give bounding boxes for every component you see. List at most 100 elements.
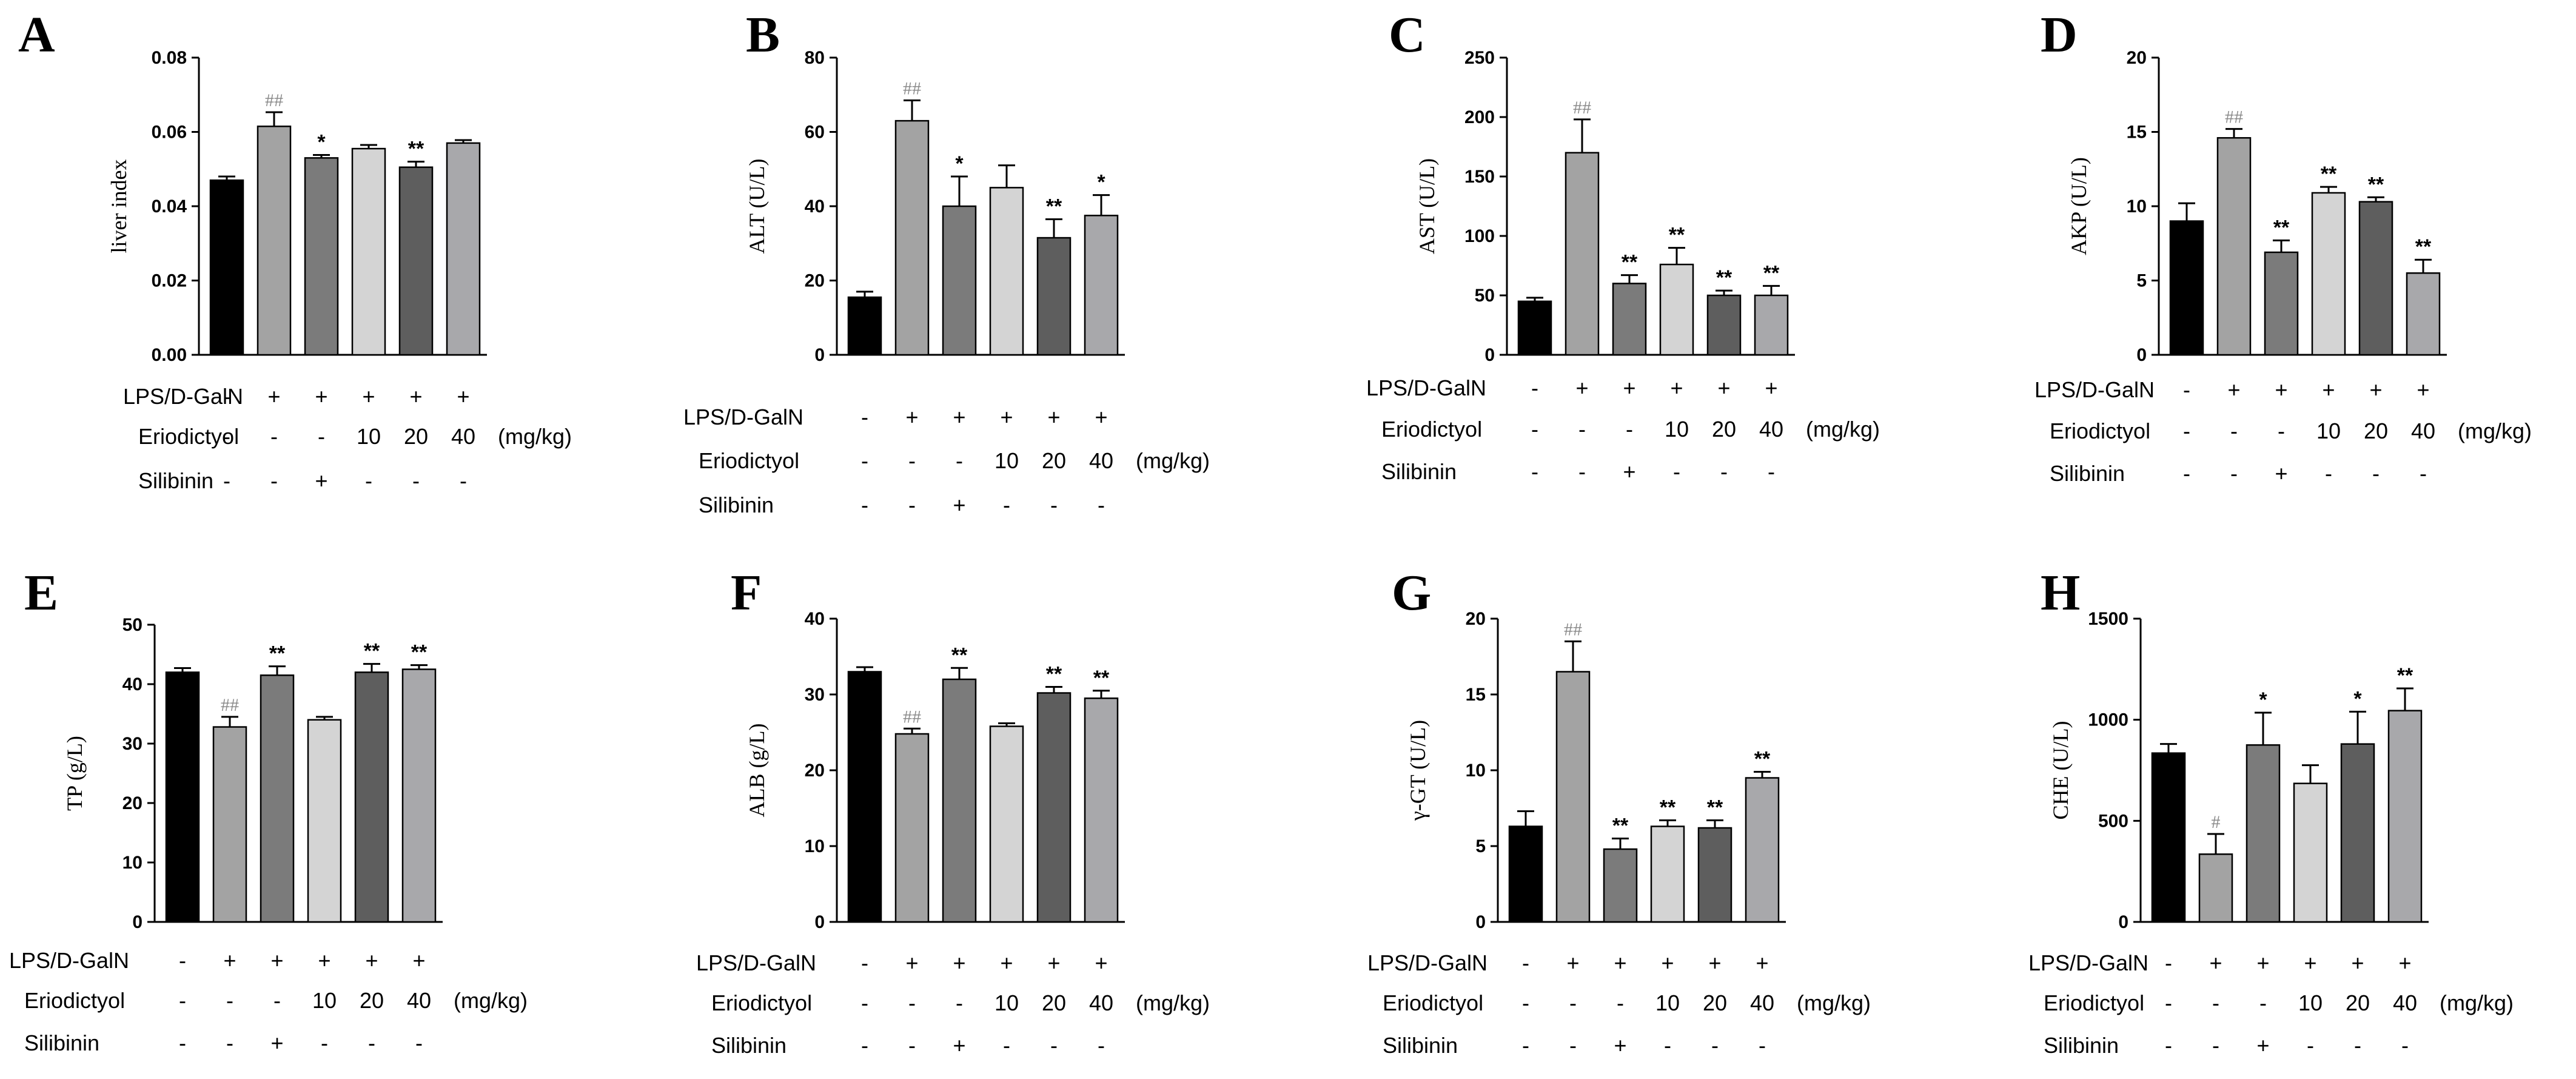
significance-mark: **	[411, 641, 428, 664]
y-tick-label: 20	[2127, 48, 2147, 68]
row-cell-eriodictyol: 40	[1750, 990, 1774, 1015]
y-tick-label: 10	[805, 836, 825, 856]
significance-mark: **	[1716, 266, 1732, 289]
y-axis-label: CHE (U/L)	[2048, 721, 2073, 820]
panel-letter: C	[1389, 7, 1426, 63]
significance-mark: ##	[903, 78, 921, 98]
row-cell-eriodictyol: -	[1531, 417, 1538, 442]
bar-h-5	[2340, 743, 2375, 923]
significance-mark: **	[1046, 663, 1062, 686]
y-tick-label: 0	[814, 912, 825, 932]
significance-mark: **	[1707, 796, 1723, 819]
row-cell-silibinin: -	[1050, 1033, 1058, 1058]
row-cell-eriodictyol: -	[956, 990, 963, 1015]
bar-e-2	[212, 726, 247, 923]
row-cell-silibinin: -	[1673, 459, 1680, 484]
bar-f-6	[1084, 697, 1119, 923]
row-cell-eriodictyol: 40	[407, 988, 431, 1013]
row-cell-lps: +	[2275, 377, 2287, 402]
row-cell-lps: -	[223, 384, 230, 409]
significance-mark: ##	[265, 90, 283, 110]
bar-f-2	[894, 733, 930, 923]
row-cell-silibinin: -	[1711, 1033, 1719, 1058]
row-label-silibinin: Silibinin	[1381, 459, 1457, 484]
row-cell-silibinin: +	[953, 492, 965, 517]
significance-mark: **	[364, 640, 380, 663]
unit-label: (mg/kg)	[1797, 990, 1871, 1015]
y-tick-label: 250	[1464, 48, 1495, 68]
significance-mark: **	[269, 642, 286, 665]
row-cell-eriodictyol: -	[908, 448, 916, 473]
unit-label: (mg/kg)	[1136, 448, 1210, 473]
bar-c-4	[1659, 263, 1694, 356]
y-tick-label: 15	[2127, 123, 2147, 143]
y-tick-label: 20	[1466, 609, 1486, 629]
row-label-eriodictyol: Eriodictyol	[24, 988, 125, 1013]
bar-d-2	[2216, 137, 2252, 356]
bar-e-4	[307, 719, 342, 923]
y-axis-label: AKP (U/L)	[2067, 157, 2091, 255]
row-cell-eriodictyol: -	[2278, 418, 2285, 443]
significance-mark: **	[2368, 173, 2384, 196]
y-tick-label: 0	[1484, 345, 1495, 365]
y-tick-label: 0	[2136, 345, 2147, 365]
row-label-silibinin: Silibinin	[711, 1033, 787, 1058]
y-tick-label: 60	[805, 123, 825, 143]
row-cell-eriodictyol: 20	[360, 988, 384, 1013]
unit-label: (mg/kg)	[454, 988, 528, 1013]
row-cell-silibinin: +	[953, 1033, 965, 1058]
y-tick-label: 10	[1466, 761, 1486, 781]
row-cell-lps: +	[318, 948, 330, 973]
bar-a-1	[209, 179, 244, 356]
row-label-eriodictyol: Eriodictyol	[711, 990, 812, 1015]
bar-c-6	[1754, 294, 1789, 356]
row-label-lps: LPS/D-GalN	[123, 384, 243, 409]
bar-g-3	[1603, 848, 1638, 923]
bar-e-3	[260, 674, 295, 923]
row-cell-eriodictyol: 20	[2364, 418, 2388, 443]
row-cell-eriodictyol: -	[2259, 990, 2267, 1015]
row-cell-silibinin: -	[270, 468, 278, 493]
bar-c-2	[1565, 152, 1600, 356]
y-tick-label: 10	[2127, 197, 2147, 217]
row-cell-eriodictyol: 40	[1759, 417, 1783, 442]
row-cell-eriodictyol: 10	[1665, 417, 1689, 442]
significance-mark: **	[1612, 815, 1629, 838]
row-cell-lps: +	[1095, 950, 1107, 975]
row-cell-lps: +	[1000, 405, 1013, 429]
y-tick-label: 0	[132, 912, 143, 932]
row-cell-eriodictyol: 10	[357, 424, 381, 449]
significance-mark: **	[1093, 667, 1110, 690]
row-cell-eriodictyol: 20	[1042, 990, 1066, 1015]
row-cell-lps: +	[1661, 950, 1674, 975]
row-cell-lps: -	[1531, 375, 1538, 400]
y-tick-label: 40	[805, 609, 825, 629]
row-cell-silibinin: -	[2212, 1033, 2219, 1058]
row-cell-eriodictyol: 10	[995, 990, 1019, 1015]
row-cell-eriodictyol: -	[179, 988, 186, 1013]
bar-c-3	[1612, 283, 1647, 356]
row-cell-silibinin: -	[1569, 1033, 1577, 1058]
significance-mark: *	[1097, 171, 1105, 194]
y-tick-label: 20	[122, 793, 143, 813]
y-tick-label: 20	[805, 761, 825, 781]
y-tick-label: 30	[122, 734, 143, 754]
y-tick-label: 30	[805, 685, 825, 705]
row-label-lps: LPS/D-GalN	[683, 405, 803, 429]
bar-g-5	[1697, 827, 1732, 923]
significance-mark: ##	[903, 707, 921, 727]
row-cell-lps: +	[905, 405, 918, 429]
row-cell-lps: +	[267, 384, 280, 409]
row-cell-lps: +	[1717, 375, 1730, 400]
row-cell-eriodictyol: 10	[995, 448, 1019, 473]
row-cell-silibinin: -	[2420, 461, 2427, 486]
panel-letter: A	[18, 7, 55, 63]
row-cell-eriodictyol: -	[270, 424, 278, 449]
panel-d: D 0 5 10 15 20 AKP (U/L) ## ** ** ** ** LPS/D-GalN - +…	[2034, 7, 2532, 486]
y-tick-label: 40	[805, 197, 825, 217]
bar-b-2	[894, 119, 930, 356]
row-cell-eriodictyol: -	[956, 448, 963, 473]
